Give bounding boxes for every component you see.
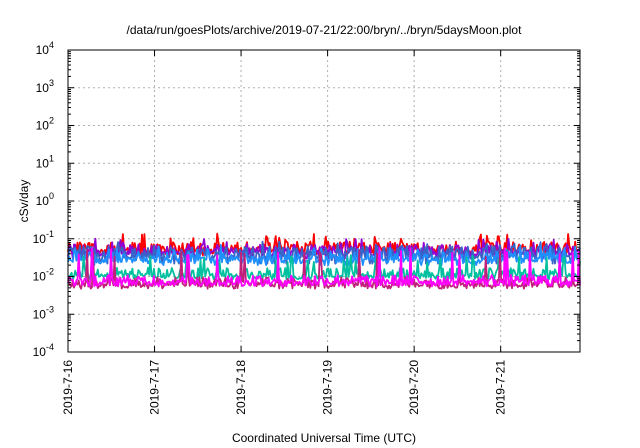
y-tick-label: 10-1 <box>33 229 54 246</box>
series-line-2 <box>67 240 581 265</box>
x-axis: 2019-7-16 2019-7-17 2019-7-18 2019-7-19 2019… <box>61 50 508 415</box>
grid <box>68 50 580 352</box>
y-tick-label: 100 <box>36 191 54 208</box>
chart-title: /data/run/goesPlots/archive/2019-07-21/2… <box>127 23 523 37</box>
x-tick-label: 2019-7-19 <box>321 360 335 415</box>
y-axis: 10-4 10-3 10-2 10-1 100 101 102 103 104 <box>33 40 580 359</box>
x-tick-label: 2019-7-18 <box>234 360 248 415</box>
series-group <box>67 232 581 290</box>
x-tick-label: 2019-7-20 <box>407 360 421 415</box>
x-axis-label: Coordinated Universal Time (UTC) <box>232 431 416 445</box>
y-axis-label: cSv/day <box>17 180 31 223</box>
y-tick-label: 10-2 <box>33 267 54 284</box>
x-tick-label: 2019-7-21 <box>494 360 508 415</box>
y-tick-label: 103 <box>36 78 54 95</box>
y-tick-label: 10-3 <box>33 304 54 321</box>
x-tick-label: 2019-7-17 <box>148 360 162 415</box>
series-line-4 <box>67 254 581 281</box>
y-tick-label: 10-4 <box>33 342 54 359</box>
series-line-6 <box>67 247 581 288</box>
y-tick-label: 104 <box>36 40 54 57</box>
series-line-3 <box>67 244 581 267</box>
x-tick-label: 2019-7-16 <box>61 360 75 415</box>
y-tick-label: 102 <box>36 116 54 133</box>
y-tick-label: 101 <box>36 153 54 170</box>
